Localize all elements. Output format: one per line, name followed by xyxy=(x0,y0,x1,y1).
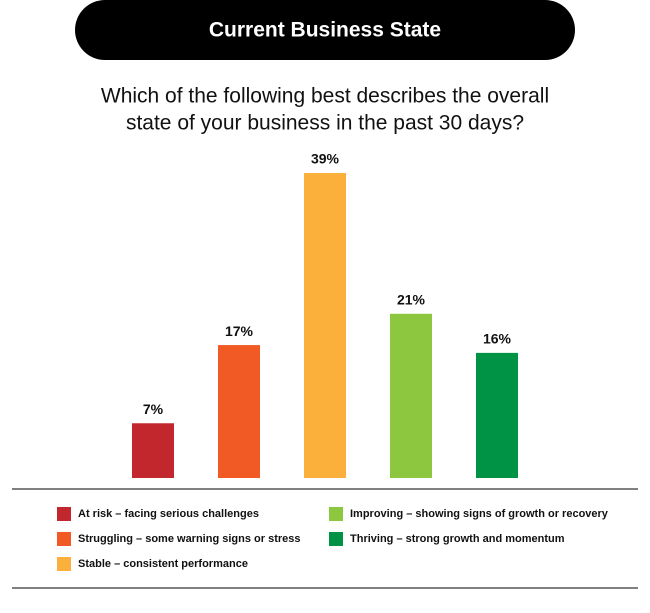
chart-subtitle: Which of the following best describes th… xyxy=(101,85,549,108)
data-label: 39% xyxy=(311,151,340,167)
legend-label: At risk – facing serious challenges xyxy=(78,508,259,520)
legend-label: Thriving – strong growth and momentum xyxy=(350,533,565,545)
bar xyxy=(132,423,174,478)
legend-swatch xyxy=(57,507,71,521)
legend-swatch xyxy=(329,532,343,546)
chart-title: Current Business State xyxy=(209,19,441,42)
legend-swatch xyxy=(57,532,71,546)
data-label: 17% xyxy=(225,323,254,339)
legend-swatch xyxy=(57,557,71,571)
bar xyxy=(476,352,518,478)
legend-label: Improving – showing signs of growth or r… xyxy=(350,508,609,520)
legend-swatch xyxy=(329,507,343,521)
data-label: 21% xyxy=(397,291,426,307)
bar xyxy=(390,313,432,478)
bar xyxy=(304,173,346,478)
legend-label: Stable – consistent performance xyxy=(78,558,248,570)
data-label: 7% xyxy=(143,401,164,417)
data-label: 16% xyxy=(483,331,512,347)
legend-label: Struggling – some warning signs or stres… xyxy=(78,533,301,545)
chart-subtitle: state of your business in the past 30 da… xyxy=(126,112,524,135)
title-pill xyxy=(75,0,575,60)
bar xyxy=(218,345,260,478)
